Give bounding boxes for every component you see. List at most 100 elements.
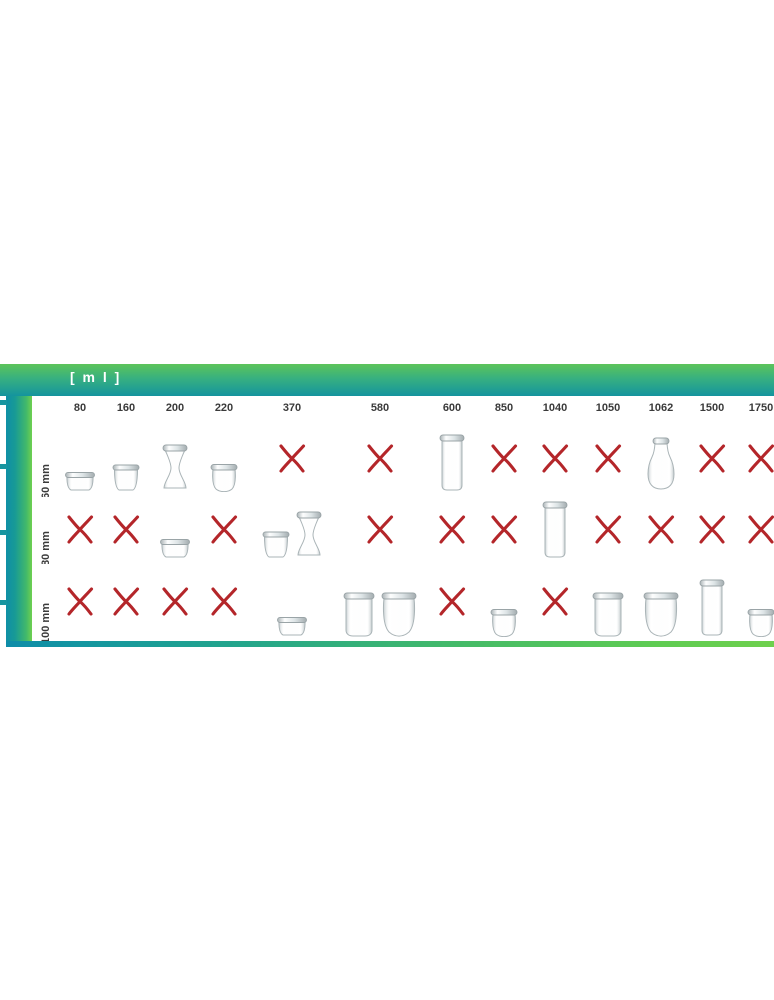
column-header-1062[interactable]: 1062 [636,399,686,418]
jar-compatibility-chart: [ m l ] 80 160 200 220 370 580 600 850 1040 1050 1… [0,364,774,647]
chart-grid: 80 160 200 220 370 580 600 850 1040 1050 1062 1500 1… [32,396,774,644]
column-header-200[interactable]: 200 [152,399,198,418]
cell-100mm-1062[interactable] [636,563,686,639]
compatibility-table: 80 160 200 220 370 580 600 850 1040 1050 1062 1500 1… [32,396,774,644]
column-header-370[interactable]: 370 [250,399,334,418]
jar-image-group [337,564,423,639]
not-available-x-icon [530,564,580,639]
jar-image-group [201,421,247,494]
table-row: 60 mm [35,421,774,499]
jar-image-group [738,564,774,639]
cell-60mm-1062[interactable] [636,421,686,495]
cell-60mm-1500[interactable] [689,421,735,495]
jar-image-group [250,497,334,560]
cell-60mm-580[interactable] [337,421,423,495]
row-label-100-mm: 100 mm [35,563,57,644]
jar-image-group [636,564,686,639]
cell-60mm-220[interactable] [201,421,247,495]
cell-100mm-80[interactable] [60,563,100,639]
cell-100mm-200[interactable] [152,563,198,639]
cell-60mm-1040[interactable] [530,421,580,495]
jar-image-group [103,421,149,494]
column-header-1050[interactable]: 1050 [583,399,633,418]
cell-80mm-850[interactable] [481,497,527,561]
unit-label: [ m l ] [70,369,122,385]
not-available-x-icon [337,497,423,560]
not-available-x-icon [583,497,633,560]
cell-60mm-1050[interactable] [583,421,633,495]
cell-80mm-80[interactable] [60,497,100,561]
cell-60mm-600[interactable] [426,421,478,495]
column-header-160[interactable]: 160 [103,399,149,418]
cell-60mm-160[interactable] [103,421,149,495]
cell-100mm-1500[interactable] [689,563,735,639]
jar-image-group [250,564,334,639]
not-available-x-icon [250,421,334,494]
cell-80mm-370[interactable] [250,497,334,561]
column-header-220[interactable]: 220 [201,399,247,418]
jar-image-group [152,497,198,560]
column-header-1500[interactable]: 1500 [689,399,735,418]
not-available-x-icon [201,497,247,560]
cell-60mm-80[interactable] [60,421,100,495]
column-header-580[interactable]: 580 [337,399,423,418]
row-label-60-mm: 60 mm [35,421,57,499]
cell-100mm-600[interactable] [426,563,478,639]
cell-100mm-160[interactable] [103,563,149,639]
cell-100mm-370[interactable] [250,563,334,639]
cell-80mm-1062[interactable] [636,497,686,561]
column-header-80[interactable]: 80 [60,399,100,418]
not-available-x-icon [583,421,633,494]
cell-80mm-1040[interactable] [530,497,580,561]
cell-80mm-1500[interactable] [689,497,735,561]
cell-60mm-200[interactable] [152,421,198,495]
cell-60mm-370[interactable] [250,421,334,495]
edge-nub [0,464,7,469]
cell-80mm-1750[interactable] [738,497,774,561]
column-header-1750[interactable]: 1750 [738,399,774,418]
jar-image-group [530,497,580,560]
edge-nub [0,530,7,535]
cell-100mm-220[interactable] [201,563,247,639]
cell-100mm-580[interactable] [337,563,423,639]
left-gradient-rail [6,396,32,641]
not-available-x-icon [481,421,527,494]
cell-60mm-1750[interactable] [738,421,774,495]
column-header-600[interactable]: 600 [426,399,478,418]
table-corner-cell [35,399,57,418]
not-available-x-icon [60,564,100,639]
table-row: 100 mm [35,563,774,644]
column-header-850[interactable]: 850 [481,399,527,418]
jar-image-group [426,421,478,494]
not-available-x-icon [103,564,149,639]
bottom-gradient-rail [6,641,774,647]
cell-80mm-220[interactable] [201,497,247,561]
edge-nub [0,400,7,405]
cell-80mm-200[interactable] [152,497,198,561]
not-available-x-icon [60,497,100,560]
cell-80mm-580[interactable] [337,497,423,561]
not-available-x-icon [738,421,774,494]
edge-nub [0,600,7,605]
cell-100mm-1750[interactable] [738,563,774,639]
cell-100mm-1040[interactable] [530,563,580,639]
cell-80mm-160[interactable] [103,497,149,561]
cell-80mm-1050[interactable] [583,497,633,561]
cell-100mm-850[interactable] [481,563,527,639]
table-header-row: 80 160 200 220 370 580 600 850 1040 1050 1062 1500 1… [35,399,774,418]
jar-image-group [583,564,633,639]
not-available-x-icon [738,497,774,560]
row-label-text: 80 mm [40,530,52,566]
row-label-text: 60 mm [40,464,52,500]
chart-title-band: [ m l ] [0,364,774,396]
row-label-80-mm: 80 mm [35,497,57,566]
cell-80mm-600[interactable] [426,497,478,561]
cell-60mm-850[interactable] [481,421,527,495]
jar-image-group [689,564,735,639]
not-available-x-icon [103,497,149,560]
not-available-x-icon [481,497,527,560]
cell-100mm-1050[interactable] [583,563,633,639]
not-available-x-icon [152,564,198,639]
column-header-1040[interactable]: 1040 [530,399,580,418]
